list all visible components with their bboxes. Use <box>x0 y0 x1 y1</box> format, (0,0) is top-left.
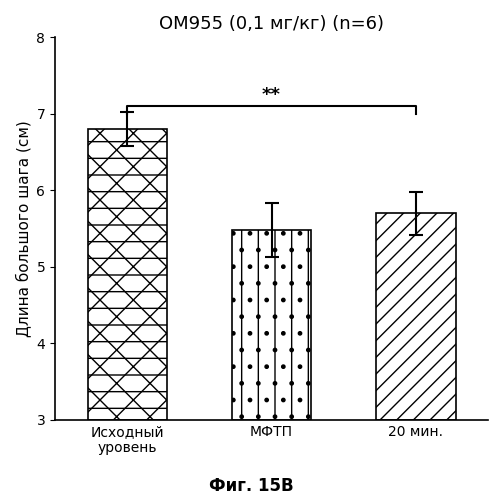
Text: **: ** <box>262 86 281 104</box>
Y-axis label: Длина большого шага (см): Длина большого шага (см) <box>15 120 31 337</box>
Bar <box>232 230 311 420</box>
Text: Фиг. 15В: Фиг. 15В <box>209 477 294 495</box>
Bar <box>88 129 167 420</box>
Title: ОМ955 (0,1 мг/кг) (n=6): ОМ955 (0,1 мг/кг) (n=6) <box>159 15 384 33</box>
Bar <box>88 129 167 420</box>
Bar <box>232 230 311 420</box>
Bar <box>232 230 311 420</box>
Bar <box>376 214 456 420</box>
Bar <box>88 129 167 420</box>
Bar <box>376 214 456 420</box>
